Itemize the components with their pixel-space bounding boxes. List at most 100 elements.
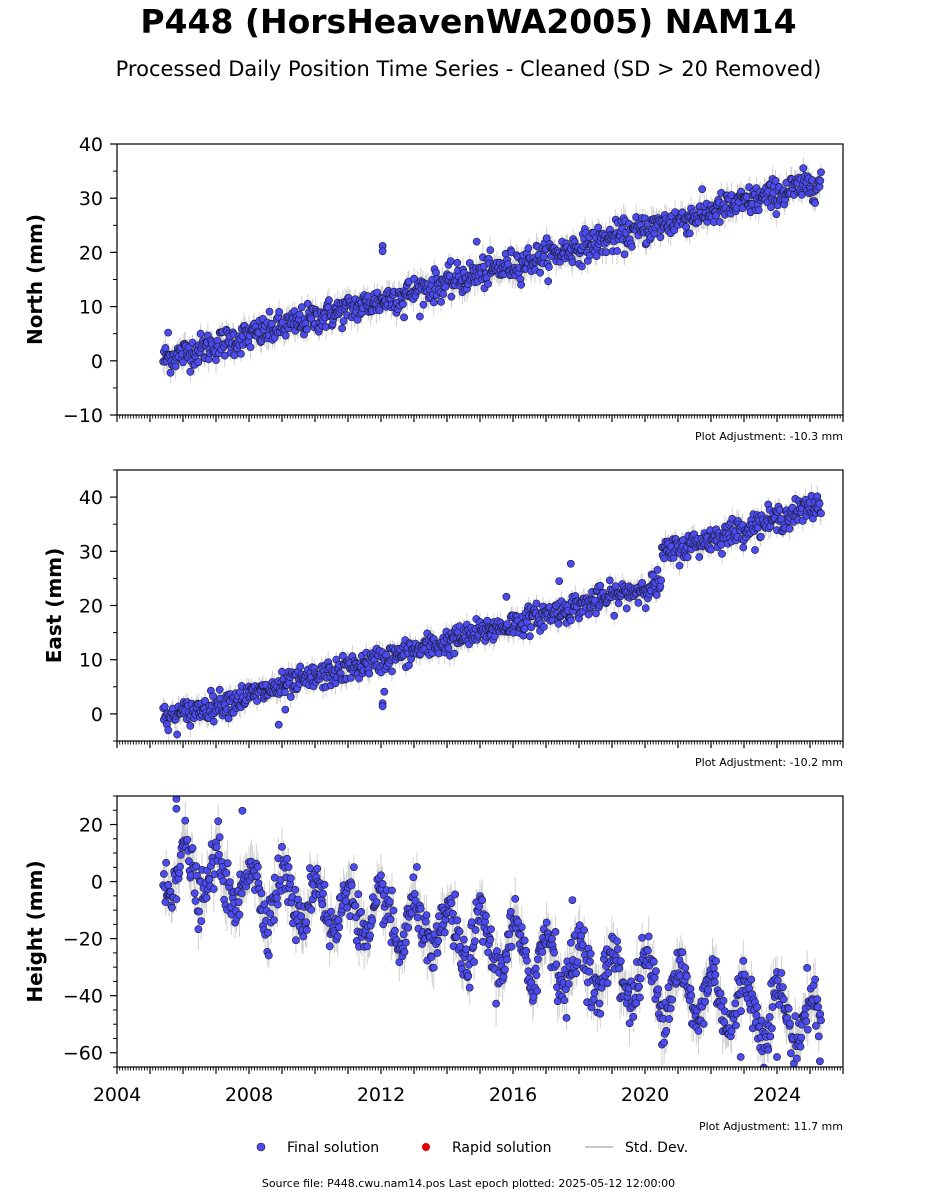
data-point-height <box>533 987 542 995</box>
outlier-point-east <box>281 705 290 714</box>
data-point-height <box>349 863 358 871</box>
data-point-north <box>578 262 586 271</box>
data-point-north <box>453 258 462 267</box>
data-point-height <box>176 851 185 859</box>
data-point-height <box>484 948 492 957</box>
outlier-point-north <box>164 328 172 337</box>
data-point-height <box>202 894 211 902</box>
data-point-east <box>503 620 511 628</box>
outlier-point-east <box>274 720 283 729</box>
data-point-east <box>657 576 665 585</box>
xtick-label-height: 2008 <box>225 1084 273 1106</box>
plot-adjustment-height: Plot Adjustment: 11.7 mm <box>699 1120 843 1133</box>
outlier-point-east <box>566 559 575 568</box>
data-point-east <box>209 717 218 726</box>
data-point-height <box>175 869 184 878</box>
data-point-height <box>632 999 641 1007</box>
data-point-height <box>768 1024 776 1033</box>
ytick-label-north: −10 <box>63 405 103 427</box>
data-point-height <box>777 969 786 977</box>
data-point-east <box>278 667 286 676</box>
data-point-north <box>799 164 808 173</box>
data-point-height <box>614 945 622 953</box>
data-point-height <box>747 975 756 984</box>
data-point-height <box>487 925 495 934</box>
data-point-north <box>592 252 601 260</box>
data-point-height <box>511 895 520 903</box>
data-point-height <box>492 999 500 1008</box>
data-point-north <box>432 268 440 277</box>
data-point-east <box>596 581 605 590</box>
data-point-height <box>529 993 538 1001</box>
ytick-label-east: 30 <box>79 541 103 563</box>
data-point-height <box>197 917 206 925</box>
data-point-north <box>265 307 274 316</box>
data-point-height <box>802 1017 811 1026</box>
data-point-height <box>784 1004 793 1013</box>
legend-stddev-label: Std. Dev. <box>625 1140 688 1156</box>
data-point-height <box>732 1021 740 1030</box>
data-point-north <box>685 229 694 238</box>
data-point-north <box>517 280 525 289</box>
data-point-height <box>507 942 516 951</box>
data-point-height <box>613 937 621 945</box>
data-point-north <box>798 190 806 199</box>
data-point-north <box>302 325 311 334</box>
data-point-north <box>281 331 290 340</box>
data-point-height <box>286 874 295 883</box>
data-point-north <box>767 203 775 212</box>
data-point-height <box>813 995 822 1004</box>
data-point-height <box>411 896 420 905</box>
data-point-height <box>666 1004 675 1013</box>
data-point-height <box>740 970 749 979</box>
legend-rapid-label: Rapid solution <box>452 1140 552 1156</box>
data-point-north <box>486 246 495 254</box>
data-point-north <box>166 368 175 377</box>
legend-final-label: Final solution <box>287 1140 379 1156</box>
data-point-height <box>191 897 200 905</box>
data-point-east <box>296 662 305 671</box>
data-point-east <box>532 599 541 608</box>
data-point-north <box>545 263 553 271</box>
data-point-north <box>429 298 438 307</box>
outlier-point-north <box>378 247 387 256</box>
data-point-east <box>388 667 396 676</box>
data-point-north <box>415 312 424 321</box>
data-point-east <box>718 550 726 558</box>
data-point-height <box>447 899 456 908</box>
data-point-height <box>786 1019 795 1028</box>
data-point-height <box>686 985 695 993</box>
data-point-height <box>550 948 558 957</box>
outlier-point-height <box>238 806 247 815</box>
data-point-east <box>707 545 715 554</box>
ytick-label-height: −40 <box>63 986 103 1008</box>
data-point-height <box>237 889 246 898</box>
ylabel-height: Height (mm) <box>23 860 47 1002</box>
data-point-north <box>539 252 548 261</box>
data-point-east <box>519 631 528 640</box>
data-point-height <box>532 971 541 980</box>
data-point-height <box>409 873 418 882</box>
data-point-height <box>327 907 335 916</box>
data-point-height <box>768 1003 777 1011</box>
outlier-point-north <box>400 313 408 322</box>
data-point-east <box>365 669 374 678</box>
data-point-height <box>615 964 624 973</box>
data-point-height <box>792 1066 797 1067</box>
data-point-height <box>560 996 569 1005</box>
data-point-height <box>737 1007 745 1015</box>
data-point-east <box>338 651 347 660</box>
data-point-east <box>815 499 824 508</box>
data-point-east <box>638 579 646 587</box>
panel-data-east <box>159 484 825 741</box>
data-point-north <box>682 222 690 231</box>
data-point-height <box>291 885 300 894</box>
data-point-height <box>538 948 547 956</box>
data-point-height <box>386 915 395 924</box>
data-point-height <box>548 935 556 943</box>
data-point-height <box>471 926 480 934</box>
data-point-height <box>520 936 529 945</box>
data-point-height <box>711 970 720 979</box>
ytick-label-height: 20 <box>79 815 103 837</box>
panel-east: 0 10 20 30 40 East (mm) Plot Adjustment: -10.2… <box>42 469 844 769</box>
